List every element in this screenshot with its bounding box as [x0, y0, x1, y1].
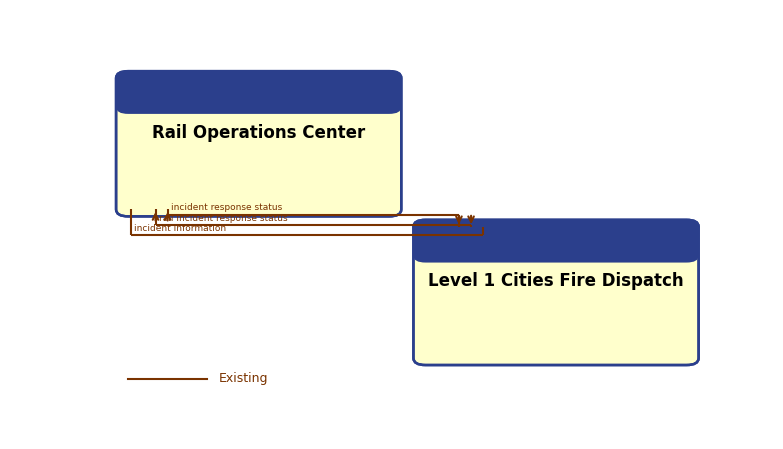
FancyBboxPatch shape [413, 220, 698, 365]
Text: rail incident response status: rail incident response status [158, 214, 287, 223]
Text: Rail Operations Center: Rail Operations Center [152, 123, 366, 141]
Bar [128, 91, 389, 107]
FancyBboxPatch shape [116, 71, 402, 114]
Text: incident information: incident information [135, 224, 226, 233]
Text: incident response status: incident response status [171, 203, 282, 212]
FancyBboxPatch shape [413, 220, 698, 263]
Text: Level 1 Cities Fire Dispatch: Level 1 Cities Fire Dispatch [428, 272, 684, 290]
Bar [426, 240, 687, 255]
FancyBboxPatch shape [116, 71, 402, 216]
Text: Existing: Existing [219, 372, 269, 385]
